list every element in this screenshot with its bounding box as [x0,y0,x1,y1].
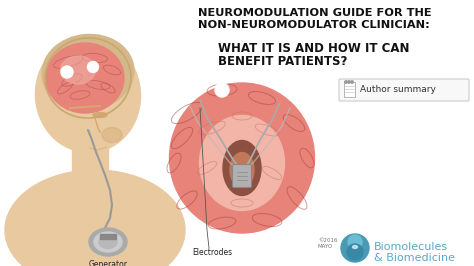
Text: Author summary: Author summary [360,85,436,94]
Ellipse shape [61,56,95,84]
Circle shape [345,81,347,83]
Bar [100,234,116,239]
Ellipse shape [36,38,140,152]
Ellipse shape [170,83,315,233]
Circle shape [341,234,369,262]
Text: BENEFIT PATIENTS?: BENEFIT PATIENTS? [218,55,347,68]
Ellipse shape [230,152,254,188]
Text: & Biomedicine: & Biomedicine [374,253,455,263]
Bar [72,148,108,188]
Ellipse shape [353,246,357,248]
Ellipse shape [42,34,134,110]
FancyBboxPatch shape [339,79,469,101]
Circle shape [348,81,350,83]
Text: Generator: Generator [89,260,128,266]
Circle shape [215,83,229,97]
Ellipse shape [5,170,185,266]
Circle shape [61,66,73,78]
Ellipse shape [223,140,261,196]
Ellipse shape [89,228,127,256]
Ellipse shape [102,127,122,143]
Ellipse shape [99,235,117,248]
Text: Electrodes: Electrodes [192,248,232,257]
Ellipse shape [46,43,124,113]
Text: ©2016
MAYO: ©2016 MAYO [318,238,337,249]
FancyBboxPatch shape [233,164,252,188]
Ellipse shape [200,115,284,210]
Circle shape [351,81,353,83]
Circle shape [347,244,363,260]
Ellipse shape [94,232,122,252]
Text: WHAT IT IS AND HOW IT CAN: WHAT IT IS AND HOW IT CAN [218,42,410,55]
Ellipse shape [93,113,107,118]
Circle shape [88,61,99,73]
Text: NEUROMODULATION GUIDE FOR THE: NEUROMODULATION GUIDE FOR THE [198,8,432,18]
Bar [344,82,355,97]
Text: Biomolecules: Biomolecules [374,242,448,252]
Text: NON-NEUROMODULATOR CLINICIAN:: NON-NEUROMODULATOR CLINICIAN: [198,20,430,30]
Circle shape [348,235,362,249]
